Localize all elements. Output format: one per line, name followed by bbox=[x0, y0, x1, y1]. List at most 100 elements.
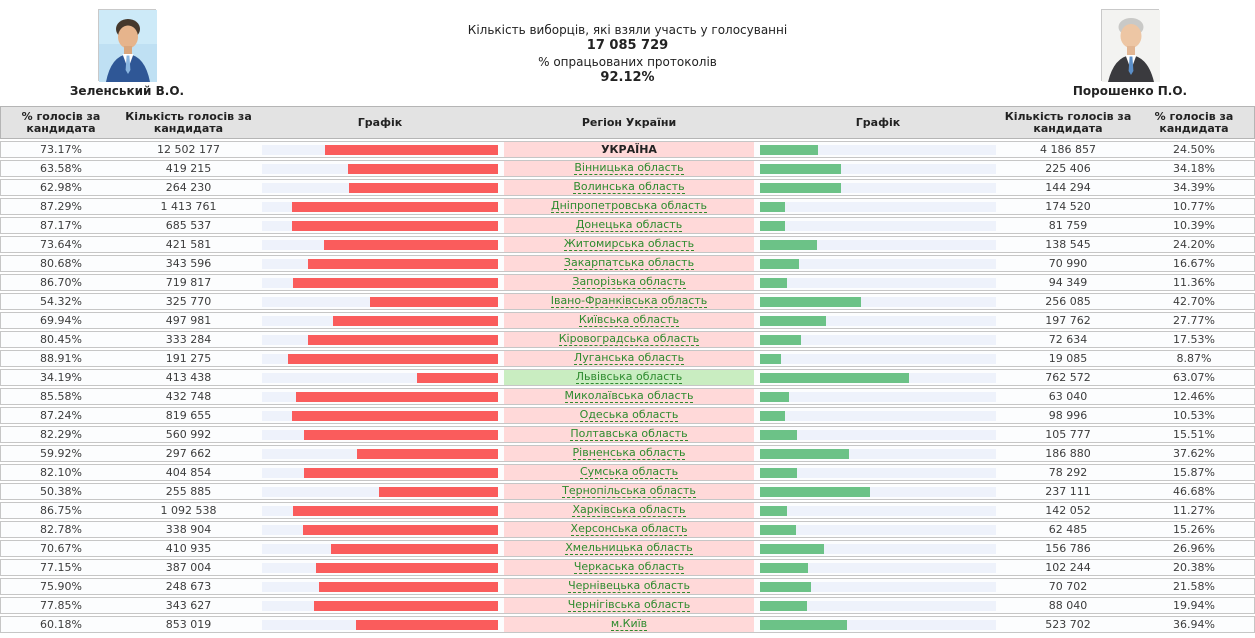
poroshenko-bar bbox=[760, 467, 798, 478]
region-cell: Херсонська область bbox=[504, 522, 754, 537]
region-link[interactable]: Закарпатська область bbox=[563, 256, 695, 270]
region-link[interactable]: Дніпропетровська область bbox=[551, 199, 707, 213]
zelensky-votes: 421 581 bbox=[165, 238, 212, 251]
poroshenko-votes: 174 520 bbox=[1045, 200, 1091, 213]
zelensky-percent: 69.94% bbox=[40, 314, 82, 327]
region-link[interactable]: Хмельницька область bbox=[565, 541, 693, 555]
poroshenko-bar-cell bbox=[754, 313, 1002, 328]
zelensky-bar bbox=[288, 353, 498, 364]
zelensky-bar-cell bbox=[256, 579, 504, 594]
table-row: 82.78% 338 904 Херсонська область 62 485… bbox=[0, 521, 1255, 538]
zelensky-bar bbox=[356, 448, 498, 459]
table-row: 59.92% 297 662 Рівненська область 186 88… bbox=[0, 445, 1255, 462]
region-link[interactable]: Запорізька область bbox=[572, 275, 686, 289]
bar-track bbox=[262, 391, 498, 402]
region-link[interactable]: м.Київ bbox=[610, 617, 648, 631]
bar-track bbox=[760, 562, 996, 573]
zelensky-bar-cell bbox=[256, 313, 504, 328]
zelensky-bar bbox=[292, 220, 498, 231]
bar-track bbox=[760, 372, 996, 383]
region-link[interactable]: Житомирська область bbox=[563, 237, 695, 251]
region-link[interactable]: Миколаївська область bbox=[564, 389, 694, 403]
region-link[interactable]: Харківська область bbox=[572, 503, 686, 517]
zelensky-votes: 12 502 177 bbox=[157, 143, 220, 156]
zelensky-bar-cell bbox=[256, 294, 504, 309]
protocols-label: % опрацьованих протоколів bbox=[538, 55, 717, 69]
region-link[interactable]: Тернопільська область bbox=[562, 484, 696, 498]
zelensky-bar bbox=[315, 562, 498, 573]
bar-track bbox=[760, 448, 996, 459]
poroshenko-percent: 10.53% bbox=[1173, 409, 1215, 422]
bar-track bbox=[262, 163, 498, 174]
zelensky-bar-cell bbox=[256, 503, 504, 518]
bar-track bbox=[760, 486, 996, 497]
region-link[interactable]: Черкаська область bbox=[573, 560, 685, 574]
poroshenko-votes: 94 349 bbox=[1048, 276, 1088, 289]
bar-track bbox=[262, 543, 498, 554]
zelensky-bar-cell bbox=[256, 617, 504, 632]
poroshenko-bar-cell bbox=[754, 427, 1002, 442]
zelensky-votes: 497 981 bbox=[165, 314, 212, 327]
poroshenko-percent: 37.62% bbox=[1173, 447, 1215, 460]
poroshenko-bar-cell bbox=[754, 408, 1002, 423]
region-link[interactable]: Кіровоградська область bbox=[558, 332, 700, 346]
bar-track bbox=[760, 239, 996, 250]
region-link[interactable]: Луганська область bbox=[573, 351, 685, 365]
zelensky-votes: 853 019 bbox=[165, 618, 212, 631]
poroshenko-bar bbox=[760, 524, 796, 535]
table-row: 73.64% 421 581 Житомирська область 138 5… bbox=[0, 236, 1255, 253]
region-link[interactable]: Чернігівська область bbox=[567, 598, 691, 612]
region-link[interactable]: Полтавська область bbox=[570, 427, 688, 441]
zelensky-bar-cell bbox=[256, 484, 504, 499]
region-cell: УКРАЇНА bbox=[504, 142, 754, 157]
region-link[interactable]: Вінницька область bbox=[574, 161, 684, 175]
region-link[interactable]: Львівська область bbox=[575, 370, 683, 384]
zelensky-bar-cell bbox=[256, 522, 504, 537]
zelensky-percent: 73.64% bbox=[40, 238, 82, 251]
table-row: 77.85% 343 627 Чернігівська область 88 0… bbox=[0, 597, 1255, 614]
bar-track bbox=[760, 220, 996, 231]
region-link[interactable]: Херсонська область bbox=[570, 522, 688, 536]
region-link[interactable]: Рівненська область bbox=[572, 446, 686, 460]
bar-track bbox=[262, 277, 498, 288]
region-link[interactable]: Донецька область bbox=[575, 218, 683, 232]
zelensky-bar bbox=[308, 334, 498, 345]
zelensky-votes: 1 413 761 bbox=[160, 200, 217, 213]
poroshenko-bar bbox=[760, 334, 802, 345]
bar-track bbox=[262, 315, 498, 326]
poroshenko-photo[interactable] bbox=[1101, 9, 1160, 82]
zelensky-bar-cell bbox=[256, 142, 504, 157]
zelensky-percent: 62.98% bbox=[40, 181, 82, 194]
region-link[interactable]: Волинська область bbox=[573, 180, 685, 194]
results-table-body: 73.17% 12 502 177 УКРАЇНА 4 186 857 24.5… bbox=[0, 141, 1255, 633]
poroshenko-bar bbox=[760, 239, 818, 250]
poroshenko-percent: 34.18% bbox=[1173, 162, 1215, 175]
turnout-value: 17 085 729 bbox=[586, 38, 669, 53]
poroshenko-bar bbox=[760, 410, 785, 421]
zelensky-bar bbox=[292, 410, 498, 421]
poroshenko-percent: 11.36% bbox=[1173, 276, 1215, 289]
candidate-right: Порошенко П.О. bbox=[1055, 9, 1205, 98]
zelensky-bar-cell bbox=[256, 465, 504, 480]
bar-track bbox=[262, 524, 498, 535]
zelensky-bar-cell bbox=[256, 237, 504, 252]
region-total-label: УКРАЇНА bbox=[601, 142, 657, 156]
poroshenko-bar-cell bbox=[754, 579, 1002, 594]
region-link[interactable]: Івано-Франківська область bbox=[550, 294, 708, 308]
region-link[interactable]: Одеська область bbox=[579, 408, 679, 422]
poroshenko-percent: 36.94% bbox=[1173, 618, 1215, 631]
region-cell: Івано-Франківська область bbox=[504, 294, 754, 309]
poroshenko-bar-cell bbox=[754, 484, 1002, 499]
poroshenko-votes: 197 762 bbox=[1045, 314, 1091, 327]
zelensky-photo[interactable] bbox=[98, 9, 157, 82]
poroshenko-percent: 46.68% bbox=[1173, 485, 1215, 498]
bar-track bbox=[262, 334, 498, 345]
bar-track bbox=[262, 258, 498, 269]
region-link[interactable]: Чернівецька область bbox=[568, 579, 690, 593]
region-link[interactable]: Київська область bbox=[578, 313, 680, 327]
table-row: 62.98% 264 230 Волинська область 144 294… bbox=[0, 179, 1255, 196]
poroshenko-bar bbox=[760, 581, 811, 592]
region-link[interactable]: Сумська область bbox=[579, 465, 679, 479]
protocols-value: 92.12% bbox=[600, 70, 655, 85]
zelensky-percent: 86.70% bbox=[40, 276, 82, 289]
